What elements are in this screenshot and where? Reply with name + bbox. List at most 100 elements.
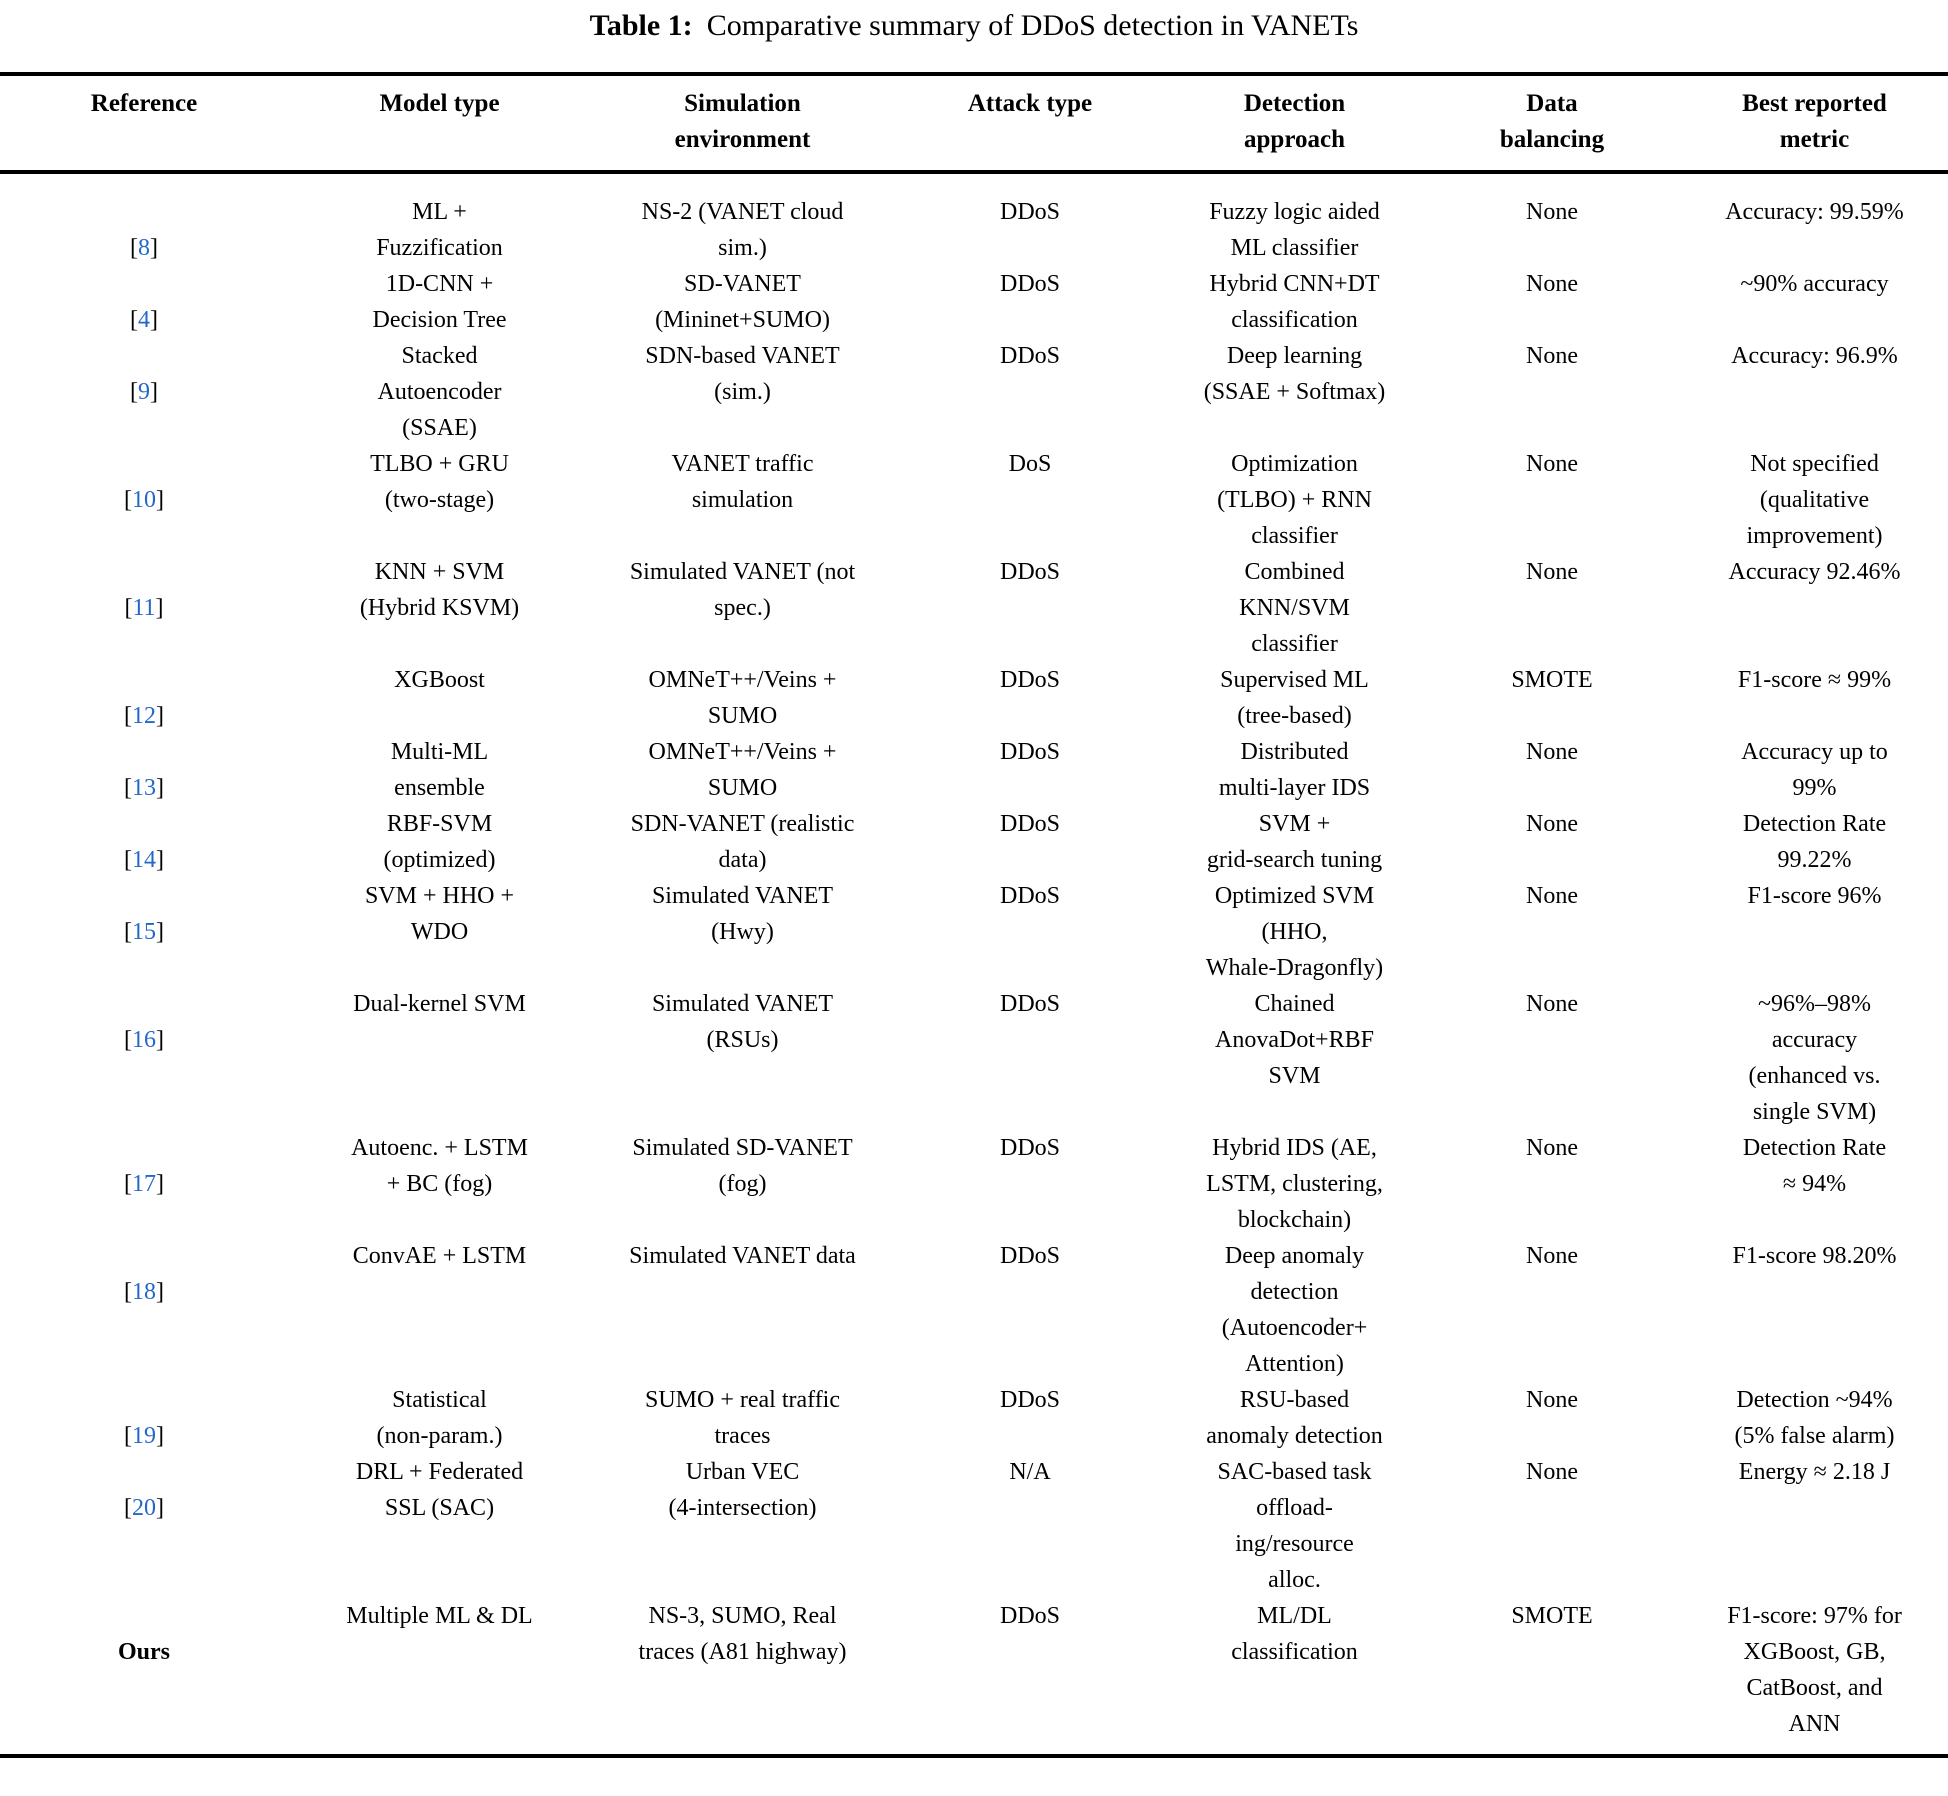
citation-link[interactable]: [14] <box>124 847 164 873</box>
citation-bracket-close: ] <box>156 1027 164 1053</box>
cell-reference: [19] <box>0 1382 288 1454</box>
citation-number: 12 <box>132 703 156 729</box>
cell-detection-approach: Deep anomaly detection (Autoencoder+ Att… <box>1221 1243 1368 1377</box>
citation-number: 20 <box>132 1495 156 1521</box>
cell-reference: [11] <box>0 554 288 662</box>
cell-simulation-environment: NS-3, SUMO, Real traces (A81 highway) <box>638 1603 847 1665</box>
cell-reference: [9] <box>0 338 288 446</box>
citation-bracket-close: ] <box>156 487 164 513</box>
cell-best-metric: Not specified (qualitative improvement) <box>1746 451 1883 549</box>
table-row: [15] SVM + HHO + WDO Simulated VANET (Hw… <box>0 878 1948 986</box>
column-header-simulation-environment: Simulation environment <box>591 74 894 174</box>
table-row: [19] Statistical (non-param.) SUMO + rea… <box>0 1382 1948 1454</box>
cell-best-metric: F1-score 98.20% <box>1732 1243 1897 1269</box>
cell-best-metric: F1-score: 97% for XGBoost, GB, CatBoost,… <box>1727 1603 1902 1737</box>
cell-attack-type: DDoS <box>999 1135 1060 1161</box>
citation-link[interactable]: [19] <box>124 1423 164 1449</box>
citation-bracket-open: [ <box>130 379 138 405</box>
cell-model-type: TLBO + GRU (two-stage) <box>370 451 509 513</box>
cell-reference: [17] <box>0 1130 288 1238</box>
cell-model-type: SVM + HHO + WDO <box>364 883 515 945</box>
cell-attack-type: DDoS <box>999 667 1060 693</box>
table-header: Reference Model type Simulation environm… <box>0 74 1948 174</box>
cell-best-metric: Energy ≈ 2.18 J <box>1738 1459 1891 1485</box>
citation-bracket-close: ] <box>156 1279 164 1305</box>
reference-plain-label: Ours <box>117 1639 170 1665</box>
cell-attack-type: DDoS <box>999 271 1060 297</box>
cell-model-type: RBF-SVM (optimized) <box>383 811 496 873</box>
table-caption-label: Table 1: <box>589 9 693 42</box>
table-row: [10] TLBO + GRU (two-stage) VANET traffi… <box>0 446 1948 554</box>
cell-best-metric: Detection Rate ≈ 94% <box>1742 1135 1887 1197</box>
cell-model-type: Multiple ML & DL <box>346 1603 533 1629</box>
cell-best-metric: F1-score 96% <box>1747 883 1882 909</box>
cell-reference: [10] <box>0 446 288 554</box>
cell-model-type: Stacked Autoencoder (SSAE) <box>377 343 502 441</box>
cell-reference: [4] <box>0 266 288 338</box>
citation-bracket-open: [ <box>124 703 132 729</box>
citation-link[interactable]: [10] <box>124 487 164 513</box>
cell-simulation-environment: SUMO + real traffic traces <box>644 1387 841 1449</box>
cell-detection-approach: RSU-based anomaly detection <box>1206 1387 1383 1449</box>
cell-attack-type: N/A <box>1009 1459 1051 1485</box>
cell-detection-approach: Combined KNN/SVM classifier <box>1239 559 1350 657</box>
header-row: Reference Model type Simulation environm… <box>0 74 1948 174</box>
cell-model-type: 1D-CNN + Decision Tree <box>372 271 507 333</box>
table-row: [20] DRL + Federated SSL (SAC) Urban VEC… <box>0 1454 1948 1598</box>
citation-link[interactable]: [4] <box>130 307 158 333</box>
cell-data-balancing: None <box>1526 1243 1578 1269</box>
citation-link[interactable]: [15] <box>124 919 164 945</box>
citation-bracket-open: [ <box>124 775 132 801</box>
table-body: [8] ML + Fuzzification NS-2 (VANET cloud… <box>0 172 1948 1756</box>
citation-bracket-close: ] <box>156 1423 164 1449</box>
cell-model-type: KNN + SVM (Hybrid KSVM) <box>359 559 520 621</box>
table-row: [11] KNN + SVM (Hybrid KSVM) Simulated V… <box>0 554 1948 662</box>
cell-simulation-environment: SDN-based VANET (sim.) <box>645 343 840 405</box>
citation-link[interactable]: [18] <box>124 1279 164 1305</box>
citation-link[interactable]: [16] <box>124 1027 164 1053</box>
cell-detection-approach: ML/DL classification <box>1231 1603 1358 1665</box>
cell-model-type: ML + Fuzzification <box>376 199 503 261</box>
table-row: [13] Multi-ML ensemble OMNeT++/Veins + S… <box>0 734 1948 806</box>
cell-model-type: XGBoost <box>394 667 485 693</box>
table-row: [16] Dual-kernel SVM Simulated VANET (RS… <box>0 986 1948 1130</box>
cell-model-type: Dual-kernel SVM <box>353 991 526 1017</box>
citation-link[interactable]: [20] <box>124 1495 164 1521</box>
cell-best-metric: F1-score ≈ 99% <box>1737 667 1892 693</box>
column-header-reference: Reference <box>0 74 288 174</box>
cell-attack-type: DDoS <box>999 1387 1060 1413</box>
cell-detection-approach: Hybrid IDS (AE, LSTM, clustering, blockc… <box>1206 1135 1383 1233</box>
cell-simulation-environment: SD-VANET (Mininet+SUMO) <box>655 271 830 333</box>
table-caption: Table 1: Comparative summary of DDoS dete… <box>0 0 1948 72</box>
citation-link[interactable]: [13] <box>124 775 164 801</box>
citation-bracket-open: [ <box>124 1279 132 1305</box>
cell-simulation-environment: Simulated SD-VANET (fog) <box>632 1135 853 1197</box>
citation-number: 11 <box>132 595 156 621</box>
cell-data-balancing: None <box>1526 199 1578 225</box>
cell-detection-approach: Hybrid CNN+DT classification <box>1209 271 1380 333</box>
cell-data-balancing: None <box>1526 991 1578 1017</box>
cell-attack-type: DDoS <box>999 1243 1060 1269</box>
cell-simulation-environment: SDN-VANET (realistic data) <box>630 811 855 873</box>
citation-bracket-open: [ <box>130 235 138 261</box>
citation-bracket-open: [ <box>124 1495 132 1521</box>
citation-link[interactable]: [17] <box>124 1171 164 1197</box>
cell-simulation-environment: NS-2 (VANET cloud sim.) <box>641 199 844 261</box>
citation-bracket-close: ] <box>156 775 164 801</box>
citation-link[interactable]: [9] <box>130 379 158 405</box>
citation-number: 9 <box>138 379 150 405</box>
cell-data-balancing: None <box>1526 559 1578 585</box>
cell-attack-type: DDoS <box>999 559 1060 585</box>
citation-link[interactable]: [11] <box>124 595 163 621</box>
table-row: [18] ConvAE + LSTM Simulated VANET data … <box>0 1238 1948 1382</box>
citation-link[interactable]: [8] <box>130 235 158 261</box>
cell-attack-type: DDoS <box>999 343 1060 369</box>
citation-link[interactable]: [12] <box>124 703 164 729</box>
cell-data-balancing: None <box>1526 811 1578 837</box>
table-row: [14] RBF-SVM (optimized) SDN-VANET (real… <box>0 806 1948 878</box>
cell-data-balancing: None <box>1526 343 1578 369</box>
citation-bracket-close: ] <box>156 847 164 873</box>
cell-reference: [15] <box>0 878 288 986</box>
citation-number: 18 <box>132 1279 156 1305</box>
cell-reference: [18] <box>0 1238 288 1382</box>
